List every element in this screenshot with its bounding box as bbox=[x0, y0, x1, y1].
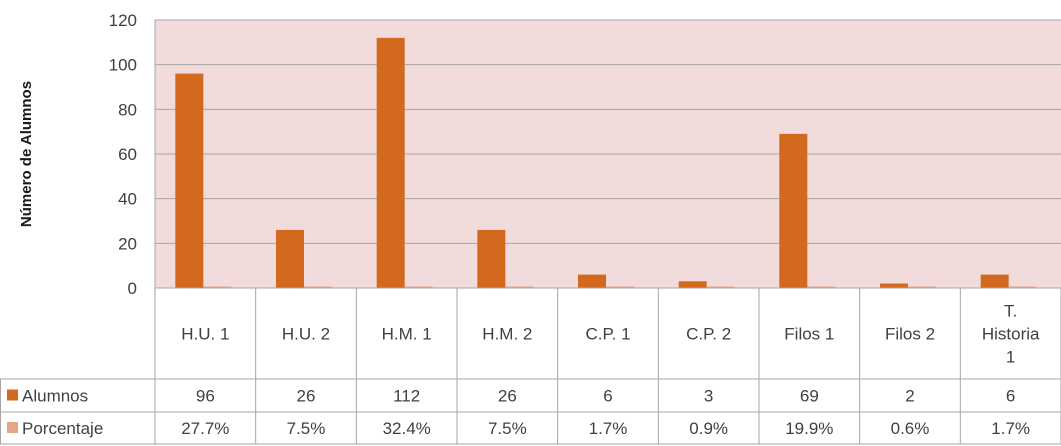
x-category-label: Filos 1 bbox=[784, 325, 834, 344]
data-table-cell: 19.9% bbox=[785, 419, 833, 438]
y-axis-tick-labels: 0 20 40 60 80 100 120 bbox=[109, 11, 137, 298]
data-table-cell: 6 bbox=[1006, 387, 1015, 406]
bar-porcentaje bbox=[706, 286, 735, 288]
data-table-cell: 7.5% bbox=[287, 419, 326, 438]
legend-key-porcentaje bbox=[7, 422, 18, 433]
data-table-cell: 96 bbox=[196, 387, 215, 406]
bar-alumnos bbox=[477, 229, 506, 288]
bar-porcentaje bbox=[404, 286, 433, 288]
data-table-cell: 0.9% bbox=[689, 419, 728, 438]
y-tick-label: 100 bbox=[109, 56, 137, 75]
y-tick-label: 40 bbox=[118, 190, 137, 209]
data-table: H.U. 1 H.U. 2 H.M. 1 H.M. 2 C.P. 1 C.P. 2 Filo… bbox=[0, 287, 1061, 445]
legend-label-alumnos: Alumnos bbox=[22, 387, 88, 406]
x-category-label: T. Historia 1 bbox=[982, 302, 1040, 367]
data-table-cell: 27.7% bbox=[181, 419, 229, 438]
data-table-cell: 1.7% bbox=[589, 419, 628, 438]
y-tick-label: 120 bbox=[109, 11, 137, 30]
bar-alumnos bbox=[880, 283, 908, 288]
y-tick-label: 20 bbox=[118, 234, 137, 253]
x-category-label: C.P. 2 bbox=[686, 325, 731, 344]
legend-key-alumnos bbox=[7, 389, 18, 401]
bar-alumnos bbox=[175, 73, 204, 288]
x-category-label: C.P. 1 bbox=[585, 325, 630, 344]
x-category-label: H.U. 1 bbox=[181, 325, 229, 344]
data-table-cell: 2 bbox=[905, 387, 914, 406]
bar-porcentaje bbox=[505, 286, 534, 288]
y-tick-label: 80 bbox=[118, 100, 137, 119]
bar-alumnos bbox=[578, 274, 606, 288]
bar-alumnos bbox=[276, 229, 304, 288]
bars bbox=[175, 37, 1037, 288]
bar-porcentaje bbox=[807, 286, 836, 288]
bar-alumnos bbox=[678, 281, 707, 288]
data-table-cell: 26 bbox=[498, 387, 517, 406]
bar-porcentaje bbox=[203, 286, 232, 288]
data-table-cell: 0.6% bbox=[891, 419, 930, 438]
y-tick-label: 60 bbox=[118, 145, 137, 164]
x-category-label: Filos 2 bbox=[885, 325, 935, 344]
data-table-cell: 26 bbox=[297, 387, 316, 406]
bar-alumnos bbox=[779, 133, 808, 288]
legend-label-porcentaje: Porcentaje bbox=[22, 419, 103, 438]
bar-alumnos bbox=[980, 274, 1009, 288]
y-tick-label: 0 bbox=[128, 279, 137, 298]
data-table-cell: 69 bbox=[800, 387, 819, 406]
data-table-cell: 6 bbox=[603, 387, 612, 406]
bar-porcentaje bbox=[304, 286, 332, 288]
x-category-label: H.U. 2 bbox=[282, 325, 330, 344]
data-table-cell: 112 bbox=[393, 387, 420, 406]
x-category-label: H.M. 1 bbox=[382, 325, 432, 344]
data-table-cell: 7.5% bbox=[488, 419, 527, 438]
bar-porcentaje bbox=[908, 286, 936, 288]
data-table-cell: 3 bbox=[704, 387, 713, 406]
data-table-cell: 1.7% bbox=[991, 419, 1030, 438]
x-category-label: H.M. 2 bbox=[482, 325, 532, 344]
bar-porcentaje bbox=[1008, 286, 1037, 288]
bar-porcentaje bbox=[606, 286, 634, 288]
data-table-cell: 32.4% bbox=[383, 419, 431, 438]
bar-alumnos bbox=[376, 37, 405, 288]
y-axis-label: Número de Alumnos bbox=[18, 81, 35, 227]
